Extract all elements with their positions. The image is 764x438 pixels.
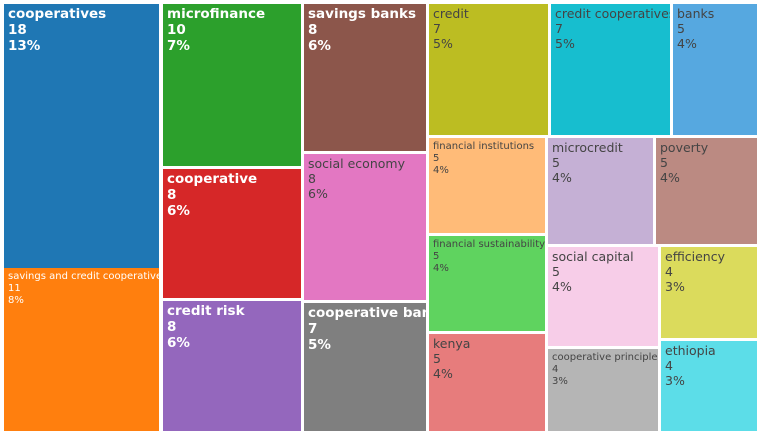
treemap-tile[interactable]: cooperative principles 4 3% <box>548 349 658 431</box>
tile-label: kenya <box>433 336 471 351</box>
tile-value: 7 <box>433 20 441 36</box>
treemap-tile[interactable]: savings banks 8 6% <box>304 4 426 151</box>
tile-label: credit risk <box>167 303 245 319</box>
tile-label: cooperative <box>167 171 258 187</box>
tile-label: savings and credit cooperatives <box>8 271 159 282</box>
tile-percent: 4% <box>677 35 697 51</box>
tile-label: financial sustainability <box>433 239 545 250</box>
tile-value: 5 <box>677 20 685 36</box>
tile-percent: 13% <box>8 37 41 54</box>
treemap-tile[interactable]: ethiopia 4 3% <box>661 341 757 431</box>
tile-label: credit cooperatives <box>555 6 670 21</box>
treemap-tile[interactable]: microfinance 10 7% <box>163 4 301 166</box>
tile-value: 7 <box>308 320 318 337</box>
tile-value: 5 <box>552 263 560 279</box>
tile-label: efficiency <box>665 249 726 264</box>
tile-label: social capital <box>552 249 634 264</box>
tile-percent: 7% <box>167 37 190 54</box>
tile-percent: 4% <box>660 169 680 185</box>
tile-percent: 8% <box>8 294 24 306</box>
tile-value: 10 <box>167 21 186 38</box>
tile-percent: 3% <box>665 278 685 294</box>
tile-value: 8 <box>167 318 177 335</box>
treemap-tile[interactable]: banks 5 4% <box>673 4 757 135</box>
treemap-tile[interactable]: financial institutions 5 4% <box>429 138 545 233</box>
treemap-tile[interactable]: credit 7 5% <box>429 4 548 135</box>
tile-value: 4 <box>552 363 559 375</box>
treemap-tile[interactable]: cooperative banks75% <box>304 303 426 431</box>
tile-percent: 6% <box>308 37 331 54</box>
tile-percent: 3% <box>665 372 685 388</box>
treemap-tile[interactable]: poverty 5 4% <box>656 138 757 244</box>
tile-percent: 4% <box>433 365 453 381</box>
tile-value: 8 <box>167 186 177 203</box>
treemap-tile[interactable]: social economy 8 6% <box>304 154 426 300</box>
treemap-tile[interactable]: microcredit 5 4% <box>548 138 653 244</box>
tile-value: 5 <box>660 154 668 170</box>
tile-value: 5 <box>433 250 440 262</box>
treemap-tile[interactable]: savings and credit cooperatives 11 8% <box>4 268 159 431</box>
tile-percent: 6% <box>167 334 190 351</box>
tile-value: 8 <box>308 170 316 186</box>
tile-percent: 4% <box>552 278 572 294</box>
tile-value: 11 <box>8 282 21 294</box>
tile-label: microcredit <box>552 140 623 155</box>
tile-value: 5 <box>552 154 560 170</box>
tile-label: cooperative banks <box>308 305 426 321</box>
treemap-tile[interactable]: kenya 5 4% <box>429 334 545 431</box>
tile-label: credit <box>433 6 469 21</box>
tile-percent: 4% <box>433 164 449 176</box>
tile-value: 4 <box>665 357 673 373</box>
tile-percent: 3% <box>552 375 568 387</box>
treemap-tile[interactable]: efficiency 4 3% <box>661 247 757 338</box>
tile-label: cooperative principles <box>552 352 658 363</box>
tile-percent: 4% <box>552 169 572 185</box>
tile-percent: 5% <box>308 336 331 353</box>
tile-label: banks <box>677 6 715 21</box>
treemap-tile[interactable]: credit risk 8 6% <box>163 301 301 431</box>
tile-value: 7 <box>555 20 563 36</box>
treemap-tile[interactable]: cooperatives 18 13% <box>4 4 159 268</box>
treemap-tile[interactable]: cooperative 8 6% <box>163 169 301 298</box>
tile-percent: 6% <box>167 202 190 219</box>
treemap-tile[interactable]: financial sustainability 5 4% <box>429 236 545 331</box>
treemap-tile[interactable]: social capital 5 4% <box>548 247 658 346</box>
tile-label: cooperatives <box>8 6 107 22</box>
tile-label: financial institutions <box>433 141 535 152</box>
tile-value: 18 <box>8 21 27 38</box>
treemap-tile[interactable]: credit cooperatives 7 5% <box>551 4 670 135</box>
tile-percent: 5% <box>433 35 453 51</box>
tile-value: 5 <box>433 152 440 164</box>
tile-percent: 6% <box>308 185 328 201</box>
tile-value: 4 <box>665 263 673 279</box>
tile-percent: 4% <box>433 262 449 274</box>
tile-label: microfinance <box>167 6 266 22</box>
tile-label: social economy <box>308 156 405 171</box>
tile-value: 5 <box>433 350 441 366</box>
tile-label: ethiopia <box>665 343 716 358</box>
tile-percent: 5% <box>555 35 575 51</box>
tile-label: poverty <box>660 140 709 155</box>
tile-label: savings banks <box>308 6 416 22</box>
tile-value: 8 <box>308 21 318 38</box>
